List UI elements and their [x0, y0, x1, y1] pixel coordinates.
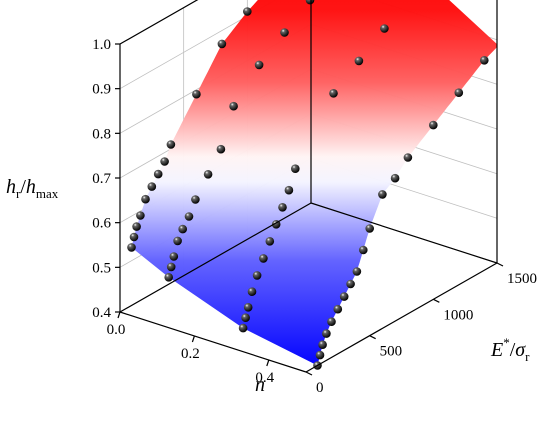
surface: [131, 0, 497, 366]
x-tick-label: 0.2: [181, 346, 200, 362]
z-tick-label: 0.8: [92, 126, 111, 142]
data-point: [127, 243, 136, 252]
data-point: [147, 182, 157, 191]
data-point: [365, 224, 375, 233]
data-point: [278, 203, 287, 212]
x-tick-mark: [266, 359, 270, 367]
data-point: [284, 185, 294, 195]
data-point: [378, 190, 387, 199]
data-point: [132, 222, 141, 231]
frame-edge: [310, 202, 498, 264]
y-tick-mark: [496, 262, 504, 267]
data-point: [173, 236, 182, 246]
x-tick-mark: [117, 311, 121, 319]
data-point: [178, 224, 187, 234]
data-point: [352, 267, 362, 276]
surface-fill: [131, 0, 497, 366]
frame-edge: [305, 262, 498, 373]
data-point: [160, 157, 169, 166]
data-point: [229, 101, 238, 111]
frame-edge: [119, 0, 199, 45]
tick-labels: 0.4 0.5 0.6 0.7 0.8 0.9 1.0 0.0 0.2 0.4 0 500 1000 15…: [92, 37, 537, 396]
data-point: [329, 89, 338, 98]
data-point: [252, 271, 262, 280]
x-tick-label: 0.0: [107, 322, 126, 338]
y-tick-label: 500: [380, 344, 403, 360]
data-point: [327, 317, 336, 327]
data-point: [238, 323, 248, 333]
data-point: [346, 279, 355, 289]
data-point: [184, 212, 194, 221]
data-point: [254, 60, 264, 70]
data-point: [203, 170, 213, 179]
z-tick-label: 0.9: [92, 82, 111, 98]
z-tick-label: 0.4: [92, 305, 111, 321]
y-tick-mark: [305, 371, 313, 376]
data-point: [216, 144, 226, 154]
x-axis-title: n: [255, 374, 265, 396]
data-point: [169, 252, 179, 261]
data-point: [390, 173, 400, 183]
data-point: [291, 164, 300, 173]
data-point: [305, 0, 315, 5]
data-point: [243, 7, 252, 16]
data-point: [359, 245, 368, 255]
frame-edge: [119, 202, 312, 313]
x-tick-mark: [191, 335, 195, 343]
data-point: [318, 340, 327, 350]
data-point: [339, 292, 349, 301]
data-point: [315, 350, 325, 360]
data-point: [454, 88, 464, 97]
data-point: [280, 28, 289, 37]
data-point: [166, 140, 176, 149]
z-tick-label: 0.7: [92, 171, 111, 187]
z-axis-title: hr/hmax: [6, 176, 59, 201]
y-tick-mark: [433, 298, 440, 303]
data-point: [429, 120, 438, 130]
y-tick-mark: [369, 335, 376, 340]
y-tick-label: 1000: [443, 307, 473, 323]
data-point: [241, 313, 250, 323]
data-point: [403, 153, 413, 162]
data-point: [243, 303, 253, 312]
data-point: [265, 237, 275, 246]
data-points: [127, 0, 489, 370]
frame-edge: [119, 311, 307, 373]
data-point: [380, 24, 389, 33]
data-point: [480, 56, 489, 65]
y-tick-label: 0: [316, 380, 324, 396]
y-axis-title: E*/σr: [490, 335, 530, 364]
data-point: [129, 232, 139, 242]
data-point: [217, 39, 227, 49]
data-point: [191, 195, 200, 204]
data-point: [141, 194, 150, 204]
z-tick-label: 0.6: [92, 216, 111, 232]
axis-frame: [119, 0, 498, 373]
data-point: [192, 89, 201, 99]
data-point: [259, 254, 268, 263]
data-point: [354, 56, 364, 66]
data-point: [166, 262, 176, 272]
z-tick-label: 1.0: [92, 37, 111, 53]
data-point: [333, 304, 343, 314]
data-point: [136, 211, 145, 220]
y-tick-label: 1500: [507, 271, 537, 287]
data-point: [164, 273, 173, 282]
data-point: [247, 287, 257, 297]
data-point: [153, 169, 163, 179]
data-point: [322, 329, 331, 338]
x-tick-label: 0.4: [255, 370, 274, 386]
z-tick-label: 0.5: [92, 260, 111, 276]
